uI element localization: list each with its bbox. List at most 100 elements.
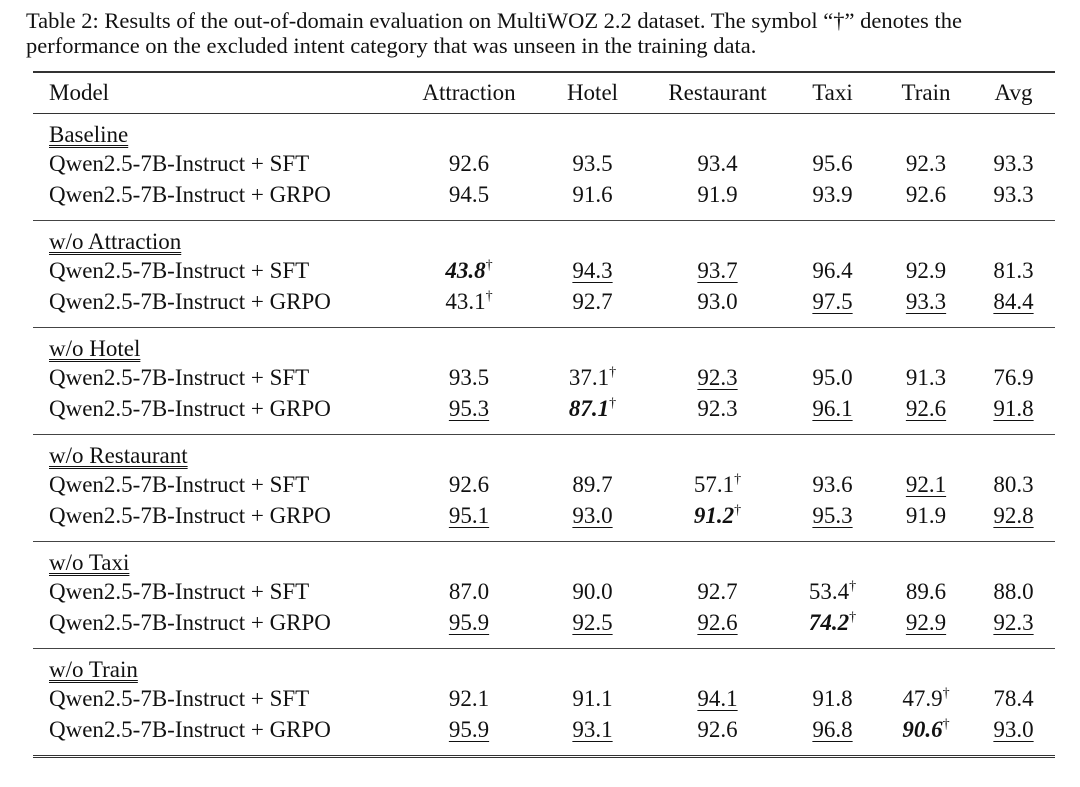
cell-train: 90.6† [880,714,972,757]
cell-value: 93.5 [572,150,613,176]
group-label-cell: Baseline [33,114,1055,149]
dagger-mark: † [849,578,857,594]
group-w-o-taxi: w/o Taxi Qwen2.5-7B-Instruct + SFT 87.0 90.… [33,542,1055,649]
cell-value: 92.3 [993,609,1034,635]
cell-value: 74.2 [808,609,850,635]
cell-taxi: 91.8 [785,683,880,714]
cell-hotel: 37.1† [535,362,650,393]
cell-hotel: 90.0 [535,576,650,607]
model-name: Qwen2.5-7B-Instruct + GRPO [49,502,331,528]
cell-hotel: 93.0 [535,500,650,542]
cell-taxi: 93.9 [785,179,880,221]
cell-avg: 93.0 [972,714,1055,757]
cell-avg: 80.3 [972,469,1055,500]
group-label-cell: w/o Taxi [33,542,1055,577]
cell-attraction: 92.1 [403,683,535,714]
cell-restaurant: 93.7 [650,255,785,286]
cell-value: 92.1 [905,471,947,497]
cell-value: 43.1 [445,288,486,314]
cell-attraction: 43.1† [403,286,535,328]
column-header-avg: Avg [994,80,1033,105]
cell-hotel: 87.1† [535,393,650,435]
model-name: Qwen2.5-7B-Instruct + GRPO [49,609,331,635]
cell-value: 97.5 [812,288,853,314]
model-name: Qwen2.5-7B-Instruct + GRPO [49,181,331,207]
model-name: Qwen2.5-7B-Instruct + SFT [49,685,310,711]
cell-avg: 93.3 [972,148,1055,179]
table-row: Qwen2.5-7B-Instruct + GRPO 43.1† 92.7 93.0 9… [33,286,1055,328]
table-row: Qwen2.5-7B-Instruct + GRPO 95.9 92.5 92.6 74… [33,607,1055,649]
model-name: Qwen2.5-7B-Instruct + SFT [49,257,310,283]
cell-taxi: 96.8 [785,714,880,757]
cell-attraction: 95.9 [403,607,535,649]
table-row: Qwen2.5-7B-Instruct + GRPO 95.1 93.0 91.2† 9… [33,500,1055,542]
table-row: Qwen2.5-7B-Instruct + SFT 93.5 37.1† 92.3 95… [33,362,1055,393]
cell-value: 93.3 [993,181,1034,207]
cell-value: 92.1 [448,685,490,711]
cell-attraction: 92.6 [403,469,535,500]
cell-train: 89.6 [880,576,972,607]
cell-value: 92.6 [905,395,947,421]
group-label: Baseline [49,122,129,147]
cell-hotel: 93.1 [535,714,650,757]
cell-train: 92.9 [880,255,972,286]
column-header-train: Train [901,80,951,105]
column-header-attraction: Attraction [422,80,516,105]
cell-attraction: 93.5 [403,362,535,393]
cell-attraction: 95.3 [403,393,535,435]
group-label-cell: w/o Attraction [33,221,1055,256]
cell-value: 53.4 [808,578,850,604]
model-name: Qwen2.5-7B-Instruct + SFT [49,578,310,604]
cell-taxi: 96.4 [785,255,880,286]
cell-value: 92.6 [448,150,490,176]
model-name: Qwen2.5-7B-Instruct + SFT [49,364,310,390]
cell-hotel: 91.1 [535,683,650,714]
cell-value: 92.9 [905,257,947,283]
cell-restaurant: 93.4 [650,148,785,179]
group-label: w/o Taxi [49,550,130,575]
cell-value: 95.6 [812,150,853,176]
cell-train: 92.9 [880,607,972,649]
cell-avg: 78.4 [972,683,1055,714]
cell-value: 87.1 [568,395,610,421]
column-header-hotel: Hotel [566,80,619,105]
model-name: Qwen2.5-7B-Instruct + GRPO [49,288,331,314]
cell-avg: 84.4 [972,286,1055,328]
cell-value: 93.4 [697,150,738,176]
column-header-model: Model [49,80,110,105]
dagger-mark: † [942,685,950,701]
cell-value: 92.9 [905,609,947,635]
cell-value: 93.3 [993,150,1034,176]
cell-value: 88.0 [993,578,1034,604]
cell-value: 91.1 [572,685,613,711]
cell-value: 92.6 [905,181,947,207]
cell-avg: 91.8 [972,393,1055,435]
column-header-taxi: Taxi [812,80,853,105]
cell-value: 94.3 [572,257,613,283]
cell-avg: 92.8 [972,500,1055,542]
cell-value: 89.6 [905,578,947,604]
cell-hotel: 93.5 [535,148,650,179]
table-row: Qwen2.5-7B-Instruct + SFT 43.8† 94.3 93.7 96… [33,255,1055,286]
cell-value: 92.6 [448,471,490,497]
cell-value: 94.5 [448,181,490,207]
cell-value: 95.3 [812,502,853,528]
cell-train: 92.1 [880,469,972,500]
cell-taxi: 93.6 [785,469,880,500]
cell-value: 91.3 [905,364,947,390]
cell-value: 93.7 [697,257,738,283]
cell-value: 91.2 [693,502,735,528]
cell-value: 47.9 [902,685,943,711]
model-name: Qwen2.5-7B-Instruct + SFT [49,471,310,497]
cell-hotel: 92.7 [535,286,650,328]
cell-value: 92.5 [572,609,613,635]
cell-attraction: 95.1 [403,500,535,542]
cell-value: 84.4 [993,288,1034,314]
model-name: Qwen2.5-7B-Instruct + GRPO [49,395,331,421]
cell-restaurant: 57.1† [650,469,785,500]
cell-train: 92.3 [880,148,972,179]
cell-restaurant: 93.0 [650,286,785,328]
group-w-o-attraction: w/o Attraction Qwen2.5-7B-Instruct + SFT 4… [33,221,1055,328]
cell-value: 93.9 [812,181,853,207]
cell-restaurant: 92.6 [650,607,785,649]
